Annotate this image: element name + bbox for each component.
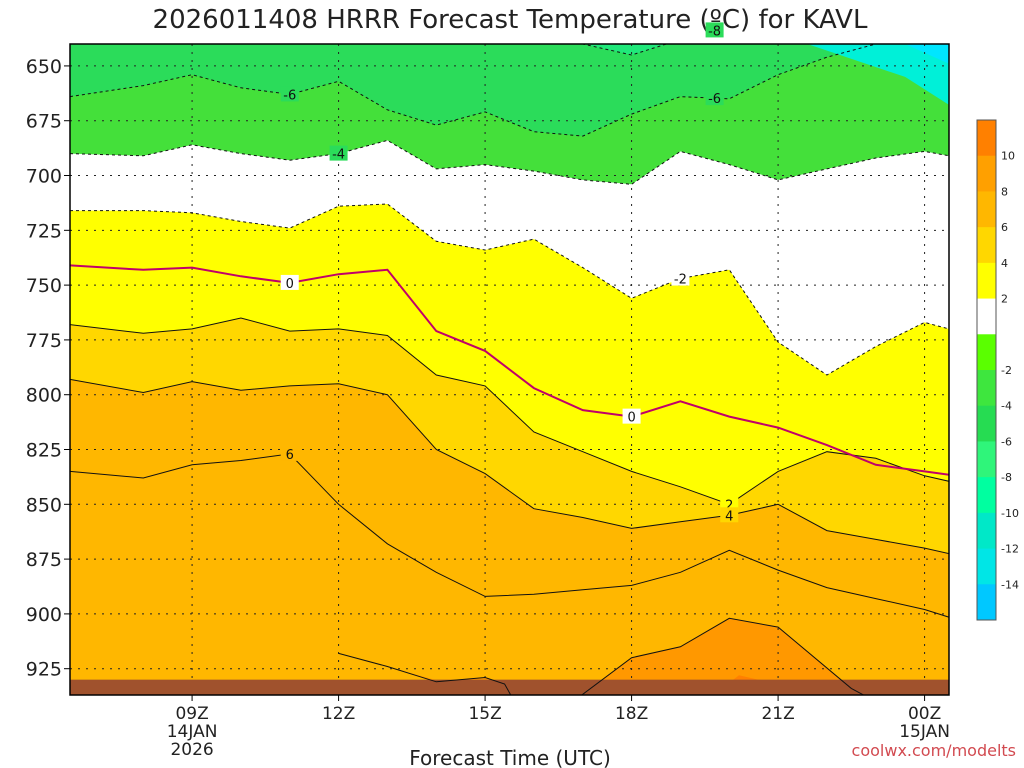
- x-axis-label: Forecast Time (UTC): [409, 746, 611, 768]
- colorbar-label: 10: [1001, 150, 1015, 163]
- isotherm-6: [70, 453, 949, 618]
- x-tick-label: 21Z: [761, 704, 794, 724]
- isotherm-label-group: -4: [329, 145, 348, 163]
- colorbar-label: 6: [1001, 221, 1008, 234]
- colorbar-label: -12: [1001, 543, 1019, 556]
- filled-temperature-bands: [70, 44, 949, 695]
- y-tick-label: 900: [26, 604, 62, 626]
- isotherm-label: -6: [283, 88, 296, 103]
- isotherm-8-0: [338, 652, 512, 695]
- colorbar-bin: [977, 584, 996, 621]
- isotherm-label-bg: [705, 90, 724, 106]
- isotherm-label-bg: [280, 445, 299, 461]
- colorbar-label: -2: [1001, 364, 1012, 377]
- y-tick-label: 800: [26, 385, 62, 407]
- y-tick-label: 650: [26, 56, 62, 78]
- colorbar-label: -6: [1001, 435, 1012, 448]
- colorbar-bin: [977, 298, 996, 335]
- colorbar-bin: [977, 477, 996, 514]
- colorbar-bin: [977, 262, 996, 300]
- chart-title: 2026011408 HRRR Forecast Temperature (ºC…: [153, 5, 868, 35]
- x-tick-label: 09Z: [175, 704, 208, 724]
- band-minus12-corner: [905, 44, 949, 64]
- isotherm-label: -2: [674, 273, 687, 288]
- colorbar-bin: [977, 441, 996, 478]
- y-tick-label: 700: [26, 166, 62, 188]
- colorbar-bin: [977, 227, 996, 264]
- isotherm-label-group: 6: [280, 445, 299, 463]
- y-tick-label: 875: [26, 549, 62, 571]
- isotherm-label: -8: [708, 24, 721, 39]
- colorbar-label: 4: [1001, 257, 1008, 270]
- isotherm-label-group: 0: [622, 408, 641, 426]
- isotherm-label-group: -2: [671, 270, 690, 288]
- colorbar-label: -4: [1001, 400, 1012, 413]
- colorbar-bin: [977, 548, 996, 585]
- colorbar-bin: [977, 155, 996, 192]
- isotherm-label-bg: [280, 274, 299, 290]
- x-tick-year: 2026: [170, 740, 213, 760]
- y-tick-label: 675: [26, 111, 62, 133]
- isotherm-label: 0: [286, 277, 294, 292]
- colorbar-bin: [977, 120, 996, 157]
- colorbar-label: -14: [1001, 578, 1019, 591]
- isotherm-label-bg: [671, 270, 690, 286]
- colorbar-bin: [977, 370, 996, 407]
- y-tick-label: 775: [26, 330, 62, 352]
- colorbar-frame: [976, 119, 997, 621]
- isotherm-label-bg: [720, 507, 739, 523]
- isotherm-label-bg: [280, 86, 299, 102]
- y-tick-label: 725: [26, 220, 62, 242]
- y-tick-label: 850: [26, 494, 62, 516]
- isotherm-label-bg: [622, 408, 641, 424]
- colorbar-bin: [977, 405, 996, 442]
- credit-link[interactable]: coolwx.com/modelts: [852, 741, 1016, 760]
- isotherm-label-bg: [329, 145, 348, 161]
- x-tick-label: 18Z: [615, 704, 648, 724]
- colorbar-label: -8: [1001, 471, 1012, 484]
- isotherm-label-group: -6: [280, 86, 299, 103]
- isotherm-8-1: [580, 617, 865, 695]
- isotherm-label: 0: [627, 411, 635, 426]
- isotherm--6: [70, 44, 879, 137]
- band-minus10-corner: [807, 44, 949, 105]
- isotherm-label-group: 4: [720, 507, 739, 524]
- colorbar-bin: [977, 512, 996, 550]
- y-tick-label: 825: [26, 440, 62, 462]
- y-tick-label: 925: [26, 659, 62, 681]
- colorbar-label: -10: [1001, 507, 1019, 520]
- isotherm--2: [70, 203, 949, 376]
- isotherm-label: 4: [725, 509, 733, 524]
- ground-below-surface: [70, 679, 949, 695]
- isotherm-label-group: 0: [280, 274, 299, 292]
- colorbar-bin: [977, 334, 996, 371]
- y-tick-label: 750: [26, 275, 62, 297]
- isotherm-4: [70, 378, 949, 555]
- isotherm-label: -6: [708, 92, 721, 107]
- isotherm-0-freezing-line: [70, 264, 949, 476]
- x-tick-label: 15Z: [468, 704, 501, 724]
- isotherm-label-group: -6: [705, 90, 724, 107]
- x-tick-date: 14JAN: [167, 722, 218, 742]
- colorbar-label: 8: [1001, 185, 1008, 198]
- band-minus8-to-minus6: [582, 44, 667, 55]
- isotherm-label: 6: [286, 448, 294, 463]
- colorbar-label: 2: [1001, 293, 1008, 306]
- x-tick-label: 12Z: [322, 704, 355, 724]
- x-tick-date: 15JAN: [899, 722, 950, 742]
- isotherm-label-group: -8: [705, 22, 724, 39]
- isotherm-label-bg: [705, 22, 724, 38]
- band-minus6-to-minus4: [70, 44, 876, 137]
- isotherm-label: -4: [332, 148, 345, 163]
- x-tick-label: 00Z: [908, 704, 941, 724]
- plot-frame: [69, 43, 950, 696]
- warm-core-8c-1: [581, 618, 864, 695]
- colorbar-bin: [977, 191, 996, 228]
- isotherm-label: 2: [725, 498, 733, 513]
